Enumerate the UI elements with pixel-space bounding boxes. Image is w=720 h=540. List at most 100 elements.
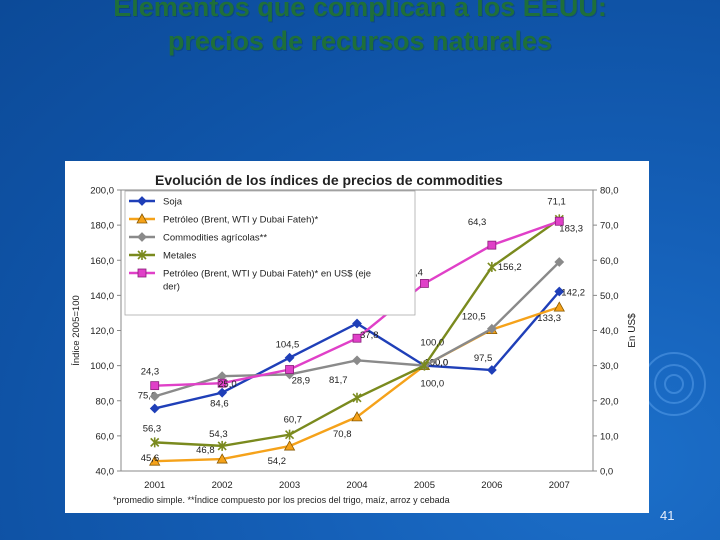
legend-marker	[137, 232, 147, 242]
y-tick-label: 200,0	[90, 186, 114, 197]
x-tick-label: 2002	[212, 480, 233, 491]
data-label: 37,8	[360, 330, 379, 341]
data-label: 120,5	[462, 312, 486, 323]
data-label: 70,8	[333, 429, 352, 440]
legend-marker	[137, 268, 147, 278]
chart-footnote: *promedio simple. **Índice compuesto por…	[113, 495, 450, 505]
series-point	[150, 437, 160, 448]
series-point	[285, 429, 295, 440]
y-axis-label: Índice 2005=100	[71, 295, 82, 366]
data-label: 97,5	[474, 353, 493, 364]
series-point	[487, 240, 497, 250]
y-tick-label: 80,0	[96, 396, 115, 407]
y2-axis-label: En US$	[627, 313, 638, 348]
y2-tick-label: 70,0	[600, 221, 619, 232]
y2-tick-label: 50,0	[600, 291, 619, 302]
series-point	[351, 411, 363, 422]
series-point	[217, 378, 227, 388]
series-point	[486, 323, 497, 334]
y2-tick-label: 40,0	[600, 326, 619, 337]
series-point	[554, 216, 564, 226]
series-point	[352, 333, 362, 343]
data-label: 54,3	[209, 429, 228, 440]
data-label: 60,7	[284, 415, 303, 426]
data-label: 84,6	[210, 399, 229, 410]
y2-tick-label: 10,0	[600, 431, 619, 442]
data-label: 81,7	[329, 375, 348, 386]
commodity-price-chart: Evolución de los índices de precios de c…	[71, 172, 638, 505]
legend-box	[124, 190, 416, 316]
y-tick-label: 40,0	[96, 467, 115, 478]
legend-marker	[137, 250, 147, 260]
y2-tick-label: 30,0	[600, 361, 619, 372]
legend-label: Petróleo (Brent, WTI y Dubai Fateh)* en …	[163, 269, 371, 293]
series-point	[149, 403, 160, 414]
slide-title-line2: precios de recursos naturales	[167, 26, 553, 56]
series-point	[284, 352, 295, 363]
y2-tick-label: 60,0	[600, 256, 619, 267]
data-label: 133,3	[537, 313, 561, 324]
series-point	[216, 453, 228, 464]
data-label: 183,3	[559, 223, 583, 234]
series-point	[352, 392, 362, 403]
data-label: 142,2	[561, 288, 585, 299]
series-point	[487, 261, 497, 272]
y2-tick-label: 80,0	[600, 186, 619, 197]
data-label: 64,3	[468, 217, 487, 228]
data-label: 24,3	[141, 367, 160, 378]
series-point	[285, 365, 294, 374]
y2-tick-label: 20,0	[600, 396, 619, 407]
data-label: 45,6	[141, 453, 160, 464]
x-tick-label: 2001	[144, 480, 165, 491]
legend-label: Commodities agrícolas**	[163, 233, 267, 244]
series-point	[352, 355, 362, 366]
y-tick-label: 100,0	[90, 361, 114, 372]
series-point	[149, 455, 161, 466]
data-label: 56,3	[143, 423, 162, 434]
series-point	[553, 301, 565, 312]
y-tick-label: 60,0	[96, 431, 115, 442]
legend-marker	[136, 213, 148, 224]
page-number: 41	[660, 508, 675, 523]
data-label: 104,5	[276, 340, 300, 351]
x-tick-label: 2004	[346, 480, 367, 491]
data-label: 156,2	[498, 262, 522, 273]
series-point	[420, 279, 429, 288]
y-tick-label: 140,0	[90, 291, 114, 302]
legend-label: Petróleo (Brent, WTI y Dubai Fateh)*	[163, 215, 319, 226]
swirl-decoration	[664, 374, 684, 394]
x-tick-label: 2006	[481, 480, 502, 491]
legend-marker	[137, 196, 147, 206]
data-label: 25,0	[218, 379, 237, 390]
data-label: 71,1	[547, 196, 566, 207]
series-point	[217, 387, 228, 398]
slide-title-line1: Elementos que complican a los EEUU:	[113, 0, 607, 22]
legend-label: Soja	[163, 197, 183, 208]
data-label: 100,0	[424, 358, 448, 369]
slide-title: Elementos que complican a los EEUU: prec…	[0, 0, 720, 58]
series-point	[486, 365, 497, 375]
swirl-decoration	[654, 364, 694, 404]
series-point	[352, 318, 362, 329]
data-label: 28,9	[292, 375, 311, 386]
data-label: 75,6	[138, 390, 157, 401]
data-label: 54,2	[268, 456, 287, 467]
chart-panel: Evolución de los índices de precios de c…	[65, 161, 649, 513]
y2-tick-label: 0,0	[600, 467, 613, 478]
series-point	[554, 257, 565, 267]
data-label: 46,8	[196, 445, 215, 456]
x-tick-label: 2003	[279, 480, 300, 491]
chart-title: Evolución de los índices de precios de c…	[155, 172, 503, 188]
data-label: 100,0	[424, 358, 448, 369]
y-tick-label: 180,0	[90, 221, 114, 232]
data-label: 100,0	[420, 338, 444, 349]
y-tick-label: 160,0	[90, 256, 114, 267]
x-tick-label: 2007	[549, 480, 570, 491]
series-point	[419, 360, 429, 371]
legend-label: Metales	[163, 251, 197, 262]
series-point	[149, 391, 160, 402]
series-point	[150, 381, 160, 391]
series-point	[554, 286, 565, 297]
x-tick-label: 2005	[414, 480, 435, 491]
series-point	[283, 440, 296, 451]
